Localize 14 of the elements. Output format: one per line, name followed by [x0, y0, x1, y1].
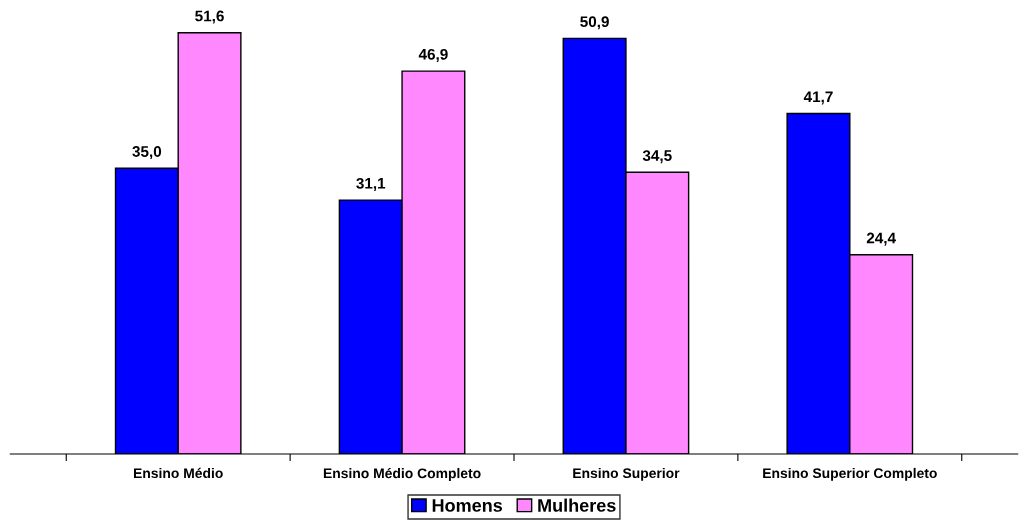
- data-label: 41,7: [803, 91, 833, 105]
- x-tick-label: Ensino Superior: [573, 467, 680, 481]
- data-label: 24,4: [866, 232, 896, 246]
- legend-label: Mulheres: [538, 498, 616, 512]
- data-label: 34,5: [642, 150, 672, 164]
- x-tick-label: Ensino Médio Completo: [323, 467, 481, 481]
- data-label: 35,0: [132, 146, 162, 160]
- data-label: 31,1: [356, 177, 386, 191]
- data-label: 46,9: [418, 48, 448, 62]
- legend-label: Homens: [432, 499, 503, 512]
- x-tick-label: Ensino Superior Completo: [763, 467, 937, 481]
- x-tick-label: Ensino Médio: [133, 467, 223, 479]
- data-label: 51,6: [195, 10, 224, 24]
- data-label: 50,9: [580, 16, 609, 30]
